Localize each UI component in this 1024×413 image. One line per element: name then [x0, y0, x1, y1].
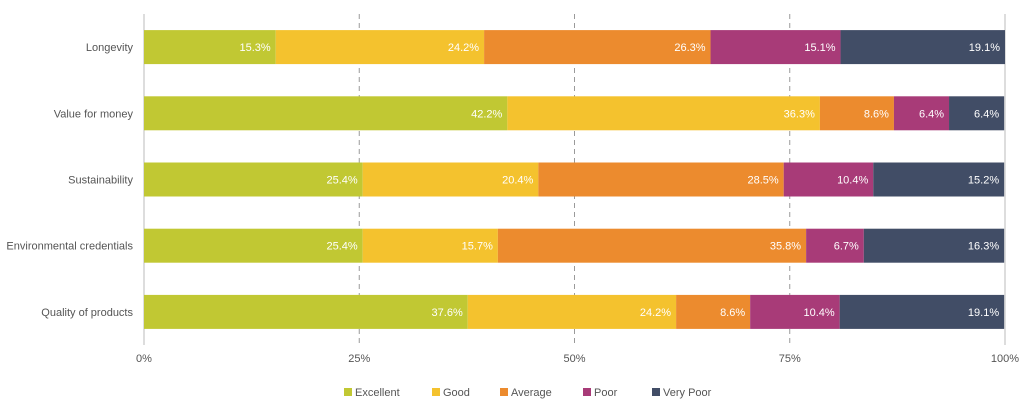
legend-swatch-good	[432, 388, 440, 396]
bar-value-for-money-poor	[893, 96, 950, 131]
data-label-longevity-good: 24.2%	[448, 42, 479, 54]
bar-value-for-money-good	[507, 96, 820, 131]
bar-longevity-good	[275, 30, 485, 65]
bar-environmental-credentials-average	[497, 228, 807, 263]
data-label-sustainability-average: 28.5%	[748, 175, 779, 187]
data-label-value-for-money-excellent: 42.2%	[471, 108, 502, 120]
bars: 15.3% 24.2% 26.3% 15.1% 19.1% 42.2% 36.3% 8.6% 6…	[144, 30, 1005, 329]
data-label-value-for-money-poor: 6.4%	[919, 108, 944, 120]
bar-value-for-money-very-poor	[949, 96, 1005, 131]
bar-longevity-average	[484, 30, 711, 65]
data-label-value-for-money-very-poor: 6.4%	[974, 108, 999, 120]
legend: Excellent Good Average Poor Very Poor	[344, 387, 712, 399]
category-label-value-for-money: Value for money	[54, 108, 134, 120]
data-label-quality-of-products-good: 24.2%	[640, 307, 671, 319]
data-label-quality-of-products-excellent: 37.6%	[432, 307, 463, 319]
x-tick-75: 75%	[779, 353, 801, 365]
bar-sustainability-excellent	[144, 162, 363, 197]
data-label-environmental-credentials-poor: 6.7%	[834, 241, 859, 253]
category-label-sustainability: Sustainability	[68, 175, 133, 187]
legend-label-very-poor: Very Poor	[663, 387, 712, 399]
bar-sustainability-poor	[783, 162, 874, 197]
category-label-quality-of-products: Quality of products	[41, 307, 133, 319]
x-axis-ticks: 0% 25% 50% 75% 100%	[136, 353, 1019, 365]
legend-swatch-poor	[583, 388, 591, 396]
legend-swatch-excellent	[344, 388, 352, 396]
data-label-sustainability-good: 20.4%	[502, 175, 533, 187]
data-label-environmental-credentials-very-poor: 16.3%	[968, 241, 999, 253]
bar-sustainability-good	[362, 162, 539, 197]
bar-quality-of-products-very-poor	[839, 294, 1005, 329]
data-label-sustainability-poor: 10.4%	[837, 175, 868, 187]
bar-environmental-credentials-excellent	[144, 228, 363, 263]
bar-value-for-money-average	[819, 96, 894, 131]
data-label-environmental-credentials-excellent: 25.4%	[326, 241, 357, 253]
data-label-longevity-very-poor: 19.1%	[969, 42, 1000, 54]
data-label-value-for-money-good: 36.3%	[784, 108, 815, 120]
bar-environmental-credentials-good	[362, 228, 498, 263]
data-label-environmental-credentials-average: 35.8%	[770, 241, 801, 253]
legend-label-poor: Poor	[594, 387, 618, 399]
legend-label-good: Good	[443, 387, 470, 399]
x-tick-25: 25%	[348, 353, 370, 365]
bar-environmental-credentials-very-poor	[863, 228, 1005, 263]
bar-environmental-credentials-poor	[806, 228, 864, 263]
category-label-longevity: Longevity	[86, 42, 134, 54]
category-labels: Longevity Value for money Sustainability En…	[6, 42, 133, 319]
data-label-quality-of-products-very-poor: 19.1%	[968, 307, 999, 319]
legend-swatch-average	[500, 388, 508, 396]
category-label-environmental-credentials: Environmental credentials	[6, 241, 133, 253]
bar-quality-of-products-average	[676, 294, 751, 329]
data-label-longevity-poor: 15.1%	[804, 42, 835, 54]
data-label-quality-of-products-average: 8.6%	[720, 307, 745, 319]
data-label-longevity-excellent: 15.3%	[240, 42, 271, 54]
legend-label-excellent: Excellent	[355, 387, 400, 399]
data-label-longevity-average: 26.3%	[674, 42, 705, 54]
legend-swatch-very-poor	[652, 388, 660, 396]
x-tick-50: 50%	[563, 353, 585, 365]
bar-longevity-very-poor	[840, 30, 1005, 65]
data-label-sustainability-excellent: 25.4%	[326, 175, 357, 187]
bar-longevity-poor	[710, 30, 841, 65]
legend-label-average: Average	[511, 387, 552, 399]
data-label-environmental-credentials-good: 15.7%	[462, 241, 493, 253]
bar-sustainability-very-poor	[873, 162, 1005, 197]
bar-quality-of-products-poor	[750, 294, 840, 329]
bar-value-for-money-excellent	[144, 96, 508, 131]
bar-quality-of-products-excellent	[144, 294, 468, 329]
x-tick-100: 100%	[991, 353, 1019, 365]
data-label-sustainability-very-poor: 15.2%	[968, 175, 999, 187]
data-label-quality-of-products-poor: 10.4%	[803, 307, 834, 319]
bar-longevity-excellent	[144, 30, 276, 65]
bar-quality-of-products-good	[467, 294, 677, 329]
x-tick-0: 0%	[136, 353, 152, 365]
bar-sustainability-average	[538, 162, 784, 197]
data-label-value-for-money-average: 8.6%	[864, 108, 889, 120]
